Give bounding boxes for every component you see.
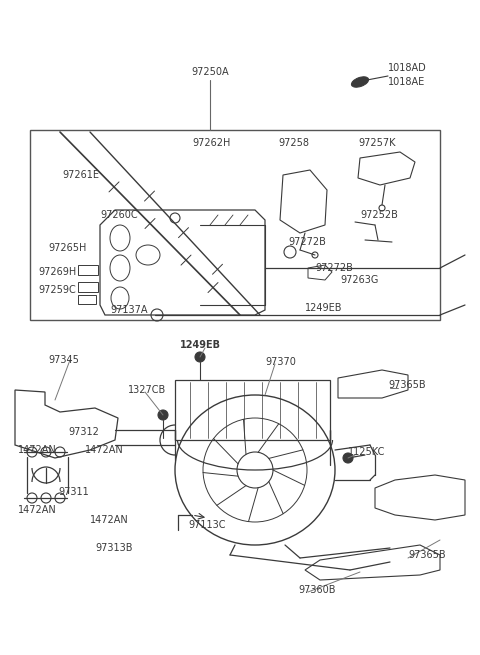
Bar bbox=[175, 380, 330, 440]
Text: 97257K: 97257K bbox=[358, 138, 396, 148]
Text: 97312: 97312 bbox=[68, 427, 99, 437]
Text: 97345: 97345 bbox=[48, 355, 79, 365]
Circle shape bbox=[195, 352, 205, 362]
Text: 97258: 97258 bbox=[278, 138, 309, 148]
Text: 97252B: 97252B bbox=[360, 210, 398, 220]
Text: 97365B: 97365B bbox=[388, 380, 426, 390]
Text: 1249EB: 1249EB bbox=[305, 303, 343, 313]
Bar bbox=[78, 295, 96, 304]
Text: 1472AN: 1472AN bbox=[18, 445, 57, 455]
Text: 97360B: 97360B bbox=[298, 585, 336, 595]
Text: 97113C: 97113C bbox=[188, 520, 226, 530]
Text: 97272B: 97272B bbox=[315, 263, 353, 273]
Bar bbox=[30, 130, 440, 320]
Text: 1327CB: 1327CB bbox=[128, 385, 166, 395]
Text: 97311: 97311 bbox=[58, 487, 89, 497]
Text: 97137A: 97137A bbox=[110, 305, 147, 315]
Text: 97263G: 97263G bbox=[340, 275, 378, 285]
Text: 97261E: 97261E bbox=[62, 170, 99, 180]
Bar bbox=[78, 282, 98, 292]
Text: 97265H: 97265H bbox=[48, 243, 86, 253]
Text: 1018AE: 1018AE bbox=[388, 77, 425, 87]
Text: 97259C: 97259C bbox=[38, 285, 76, 295]
Text: 97272B: 97272B bbox=[288, 237, 326, 247]
Text: 1472AN: 1472AN bbox=[90, 515, 129, 525]
Bar bbox=[78, 265, 98, 275]
Text: 1472AN: 1472AN bbox=[85, 445, 124, 455]
Text: 1472AN: 1472AN bbox=[18, 505, 57, 515]
Text: 97250A: 97250A bbox=[191, 67, 229, 77]
Ellipse shape bbox=[351, 77, 369, 87]
Text: 97262H: 97262H bbox=[192, 138, 230, 148]
Text: 97313B: 97313B bbox=[95, 543, 132, 553]
Circle shape bbox=[158, 410, 168, 420]
Text: 1125KC: 1125KC bbox=[348, 447, 385, 457]
Text: 97365B: 97365B bbox=[408, 550, 445, 560]
Circle shape bbox=[343, 453, 353, 463]
Text: 97260C: 97260C bbox=[100, 210, 138, 220]
Text: 97370: 97370 bbox=[265, 357, 296, 367]
Text: 1249EB: 1249EB bbox=[180, 340, 220, 350]
Text: 1018AD: 1018AD bbox=[388, 63, 427, 73]
Text: 97269H: 97269H bbox=[38, 267, 76, 277]
